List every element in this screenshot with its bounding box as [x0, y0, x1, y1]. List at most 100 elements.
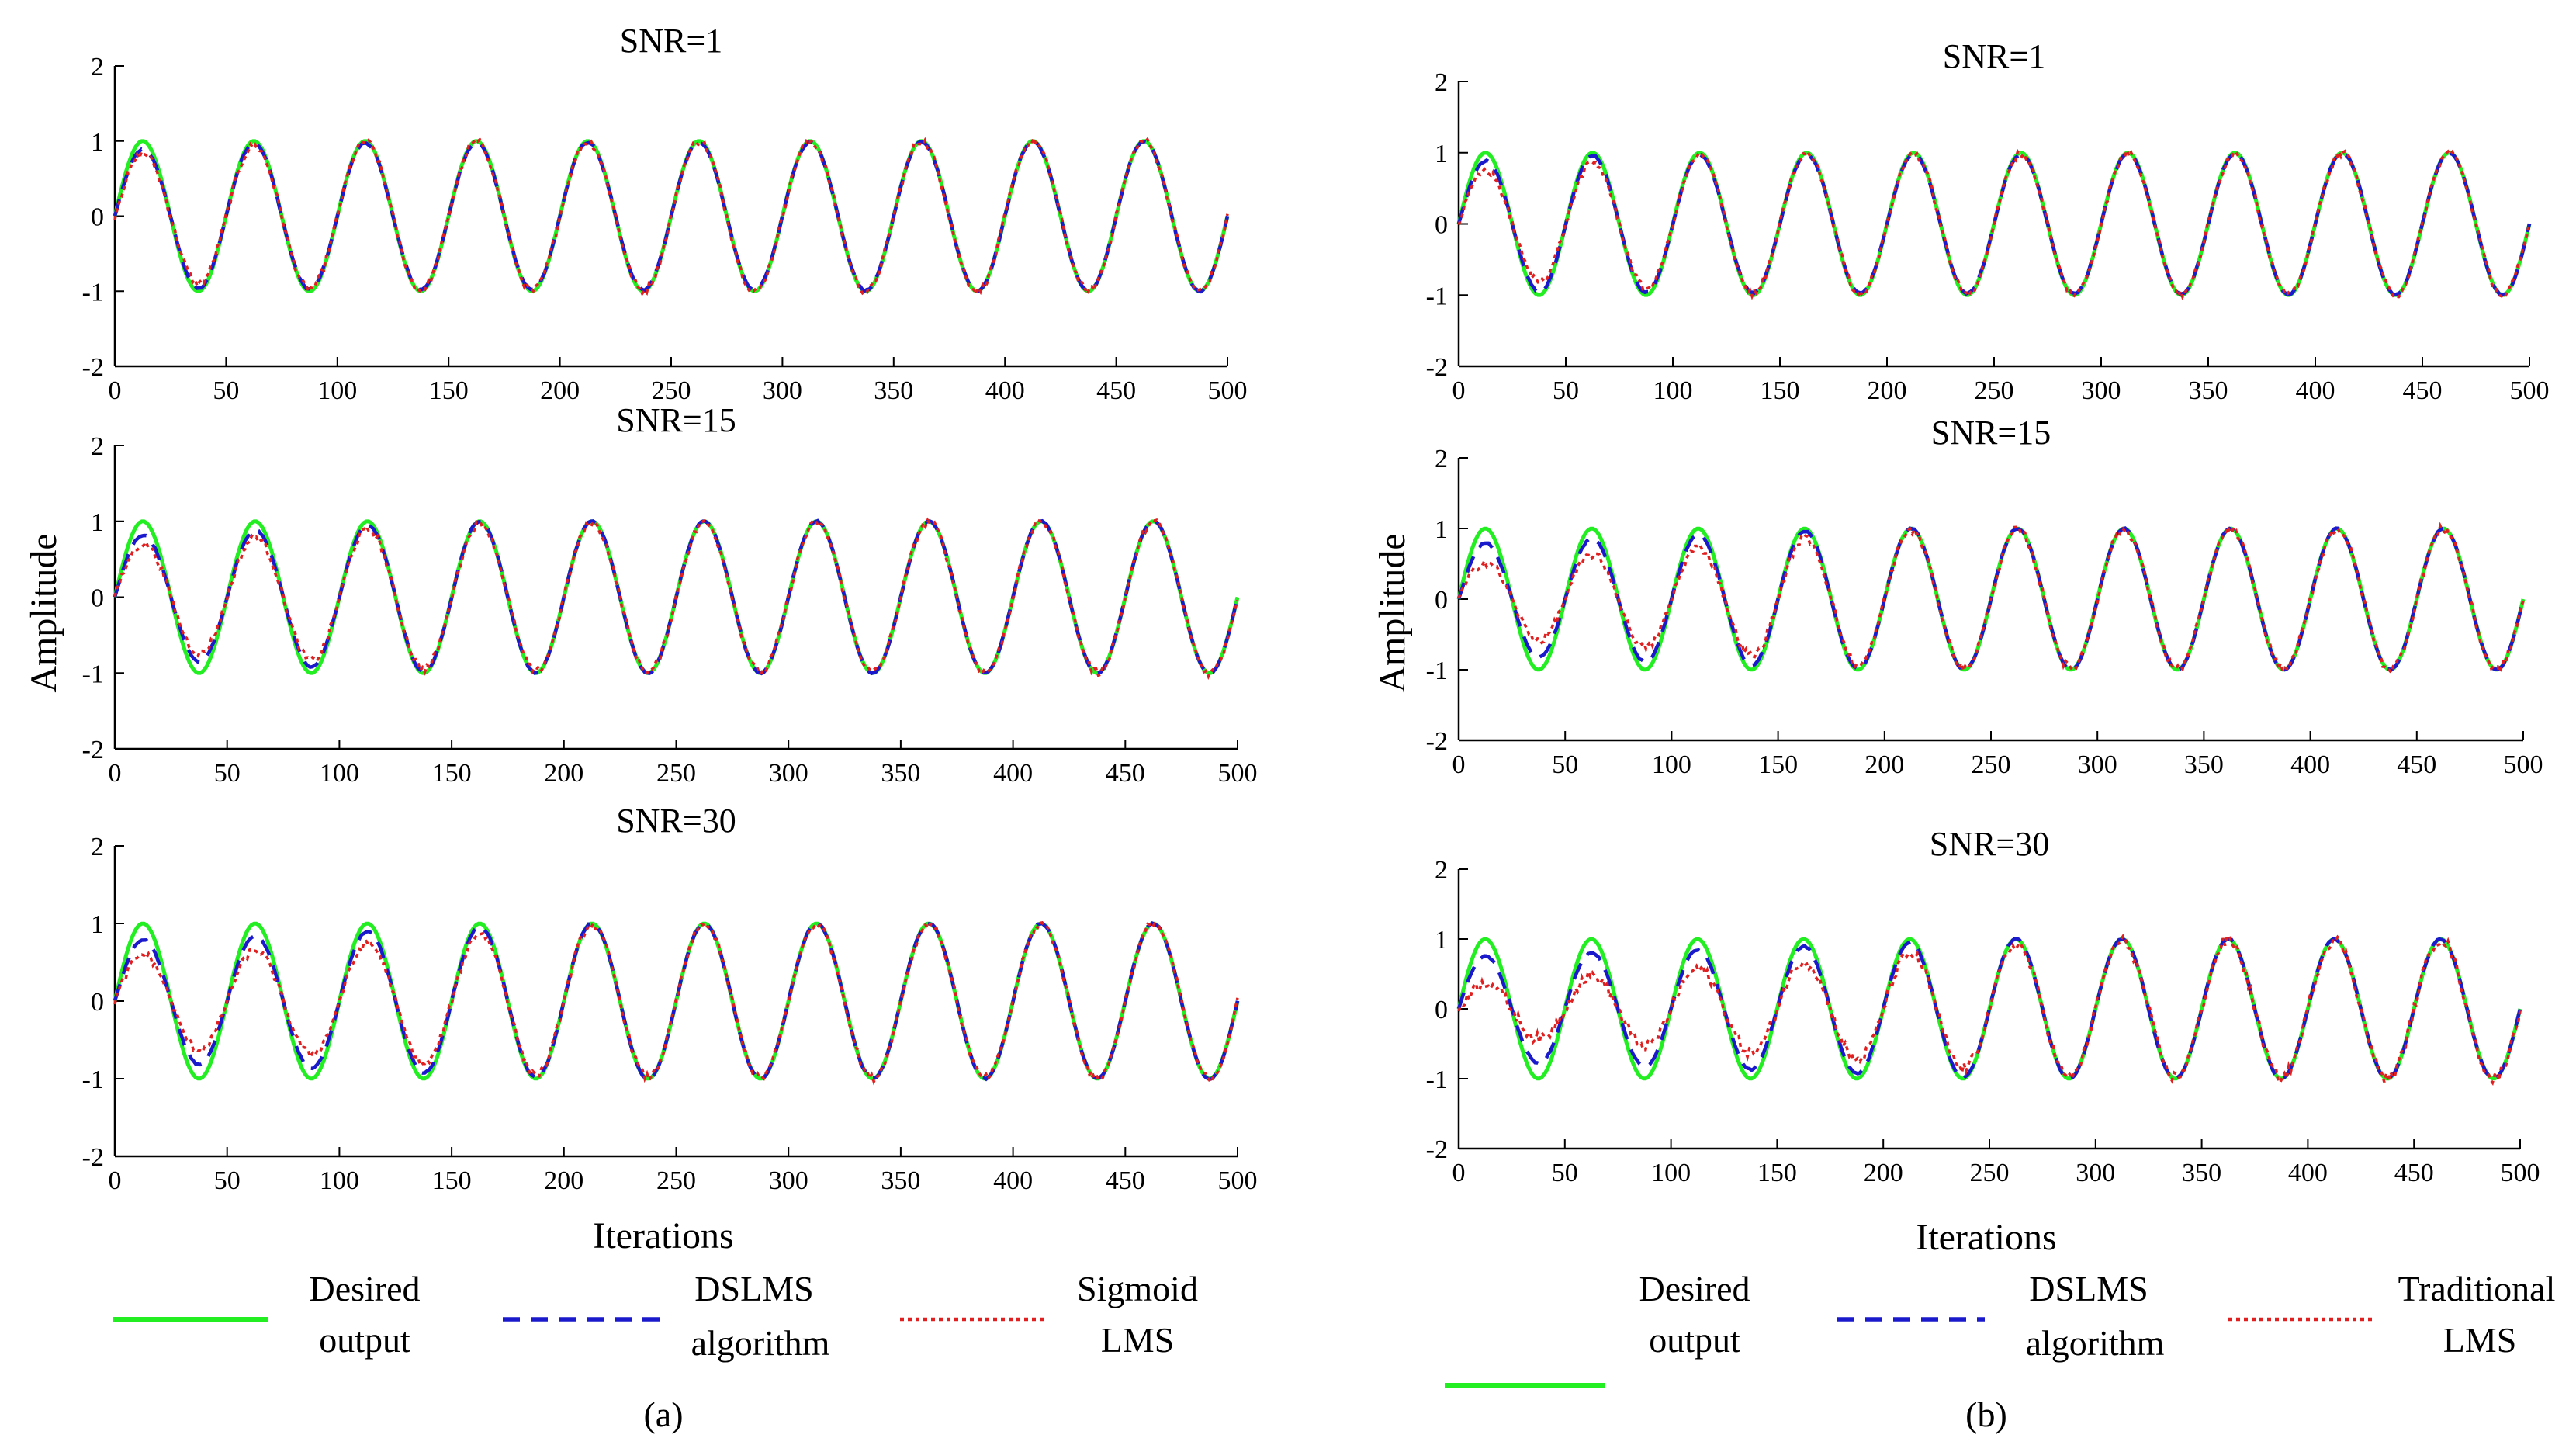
- x-tick-label: 200: [1864, 750, 1904, 779]
- y-tick-label: -1: [1426, 282, 1448, 310]
- y-tick-label: 2: [91, 432, 104, 461]
- x-tick-label: 300: [763, 376, 802, 405]
- legend-b-dslms-l2: algorithm: [2026, 1323, 2165, 1363]
- x-tick-label: 50: [214, 1166, 241, 1195]
- y-tick-label: -2: [82, 1143, 104, 1172]
- x-tick-label: 200: [544, 759, 583, 788]
- x-tick-label: 250: [652, 376, 691, 405]
- x-tick-label: 50: [1552, 1159, 1578, 1187]
- x-tick-label: 200: [1868, 376, 1907, 405]
- panel-title: SNR=1: [620, 22, 722, 60]
- x-tick-label: 50: [1553, 376, 1579, 405]
- panel-title: SNR=15: [616, 401, 736, 439]
- y-tick-label: 2: [91, 833, 104, 861]
- legend-a-third-l1: Sigmoid: [1077, 1269, 1198, 1308]
- panel-b-2: -2 -1 0 1 2 0 50 100 150 200 250 300 350 400 450 500 SNR…: [1426, 414, 2543, 779]
- y-tick-label: 1: [1435, 140, 1448, 168]
- panel-a-2: -2 -1 0 1 2 0 50 100 150 200 250 300 350 400 450 500 SNR…: [82, 401, 1258, 788]
- y-tick-label: 0: [91, 203, 104, 232]
- legend-a-dslms-l2: algorithm: [691, 1323, 830, 1363]
- caption-b: (b): [1965, 1395, 2007, 1434]
- x-tick-label: 0: [1452, 750, 1466, 779]
- ylabel-a: Amplitude: [23, 533, 64, 692]
- x-tick-label: 500: [2501, 1159, 2540, 1187]
- x-tick-label: 350: [2189, 376, 2228, 405]
- x-tick-label: 50: [214, 759, 241, 788]
- panel-title: SNR=1: [1943, 37, 2045, 75]
- x-tick-label: 100: [1652, 750, 1691, 779]
- x-tick-label: 500: [1218, 759, 1258, 788]
- x-tick-label: 450: [2397, 750, 2436, 779]
- panel-b-3: -2 -1 0 1 2 0 50 100 150 200 250 300 350 400 450 500 SNR…: [1426, 825, 2540, 1187]
- x-tick-label: 350: [881, 1166, 920, 1195]
- x-tick-label: 400: [2288, 1159, 2328, 1187]
- y-tick-label: -1: [82, 1066, 104, 1094]
- x-tick-label: 150: [1757, 1159, 1797, 1187]
- x-tick-label: 100: [320, 759, 359, 788]
- series-line-traditional-lms: [1457, 934, 2522, 1086]
- y-tick-label: 2: [91, 53, 104, 81]
- legend-b-desired-l2: output: [1649, 1320, 1740, 1360]
- y-tick-label: -2: [1426, 1135, 1448, 1164]
- legend-b-third-l2: LMS: [2443, 1320, 2517, 1360]
- x-tick-label: 300: [2076, 1159, 2115, 1187]
- x-tick-label: 450: [1096, 376, 1136, 405]
- y-tick-label: -1: [82, 278, 104, 307]
- x-tick-label: 200: [544, 1166, 583, 1195]
- series-line-dslms-algorithm: [113, 920, 1240, 1082]
- legend-a-dslms-l1: DSLMS: [694, 1269, 813, 1308]
- panel-a-1: -2 -1 0 1 2 0 50 100 150 200 250 300 350 400 450 500 SNR…: [82, 22, 1248, 405]
- x-tick-label: 100: [320, 1166, 359, 1195]
- xlabel-b: Iterations: [1916, 1217, 2056, 1258]
- y-tick-label: 0: [91, 584, 104, 613]
- legend-a-desired-l1: Desired: [309, 1269, 420, 1308]
- x-tick-label: 50: [1552, 750, 1578, 779]
- y-tick-label: 0: [1435, 211, 1448, 240]
- y-tick-label: 1: [91, 128, 104, 157]
- panel-title: SNR=30: [1930, 825, 2049, 863]
- x-tick-label: 300: [769, 1166, 808, 1195]
- x-tick-label: 300: [769, 759, 808, 788]
- x-tick-label: 100: [1651, 1159, 1691, 1187]
- x-tick-label: 400: [985, 376, 1025, 405]
- ylabel-b: Amplitude: [1372, 533, 1413, 692]
- panel-b-1: -2 -1 0 1 2 0 50 100 150 200 250 300 350 400 450 500 SNR…: [1426, 37, 2550, 405]
- x-tick-label: 250: [1970, 1159, 2010, 1187]
- x-tick-label: 400: [993, 1166, 1033, 1195]
- x-tick-label: 100: [1653, 376, 1693, 405]
- legend-a-desired-l2: output: [319, 1320, 410, 1360]
- x-tick-label: 400: [2290, 750, 2330, 779]
- x-tick-label: 450: [2403, 376, 2443, 405]
- x-tick-label: 50: [213, 376, 239, 405]
- panel-a-3: -2 -1 0 1 2 0 50 100 150 200 250 300 350 400 450 500 SNR…: [82, 802, 1258, 1195]
- x-tick-label: 150: [1761, 376, 1800, 405]
- x-tick-label: 350: [881, 759, 920, 788]
- series-line-sigmoid-lms: [113, 920, 1239, 1086]
- x-tick-label: 0: [1452, 1159, 1466, 1187]
- y-tick-label: 0: [1435, 996, 1448, 1024]
- x-tick-label: 0: [109, 759, 122, 788]
- panel-title: SNR=30: [616, 802, 736, 840]
- y-tick-label: -2: [1426, 353, 1448, 382]
- x-tick-label: 250: [1972, 750, 2011, 779]
- x-tick-label: 250: [656, 759, 696, 788]
- x-tick-label: 150: [432, 1166, 472, 1195]
- y-tick-label: -1: [1426, 657, 1448, 685]
- x-tick-label: 400: [993, 759, 1033, 788]
- x-tick-label: 350: [2182, 1159, 2221, 1187]
- x-tick-label: 500: [2510, 376, 2550, 405]
- x-tick-label: 450: [2394, 1159, 2434, 1187]
- y-tick-label: 2: [1435, 68, 1448, 97]
- x-tick-label: 450: [1106, 1166, 1145, 1195]
- series-line-traditional-lms: [1457, 522, 2525, 677]
- x-tick-label: 300: [2078, 750, 2117, 779]
- legend-b-desired-l1: Desired: [1639, 1269, 1750, 1308]
- x-tick-label: 100: [317, 376, 357, 405]
- x-tick-label: 350: [874, 376, 913, 405]
- y-tick-label: 1: [1435, 515, 1448, 544]
- y-tick-label: -1: [1426, 1066, 1448, 1094]
- y-tick-label: 0: [91, 988, 104, 1017]
- y-tick-label: 1: [91, 910, 104, 939]
